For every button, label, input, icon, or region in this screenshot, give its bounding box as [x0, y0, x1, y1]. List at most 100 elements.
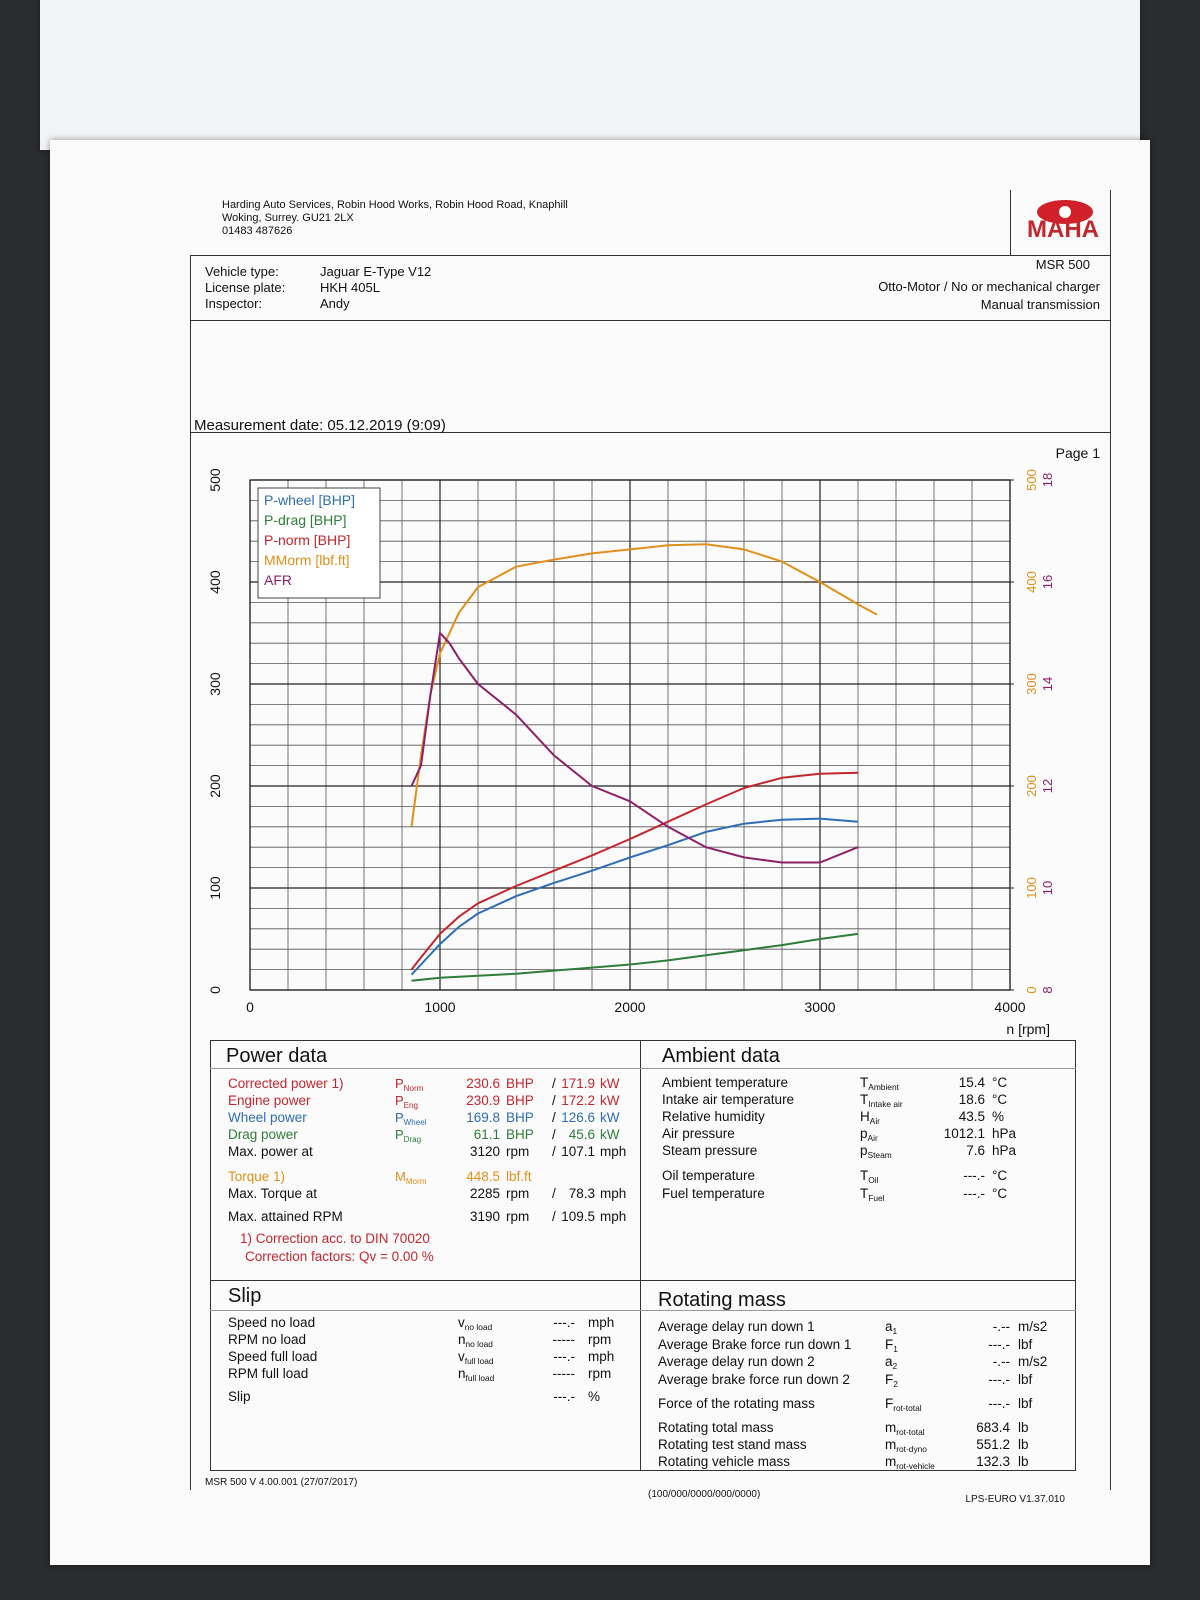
symbol-sub: Intake air — [868, 1098, 903, 1109]
row-label: Max. Torque at — [228, 1186, 318, 1201]
separator: / — [552, 1093, 556, 1108]
row-unit: % — [588, 1389, 601, 1404]
row-value: ---.- — [988, 1396, 1010, 1411]
row-value: 230.6 — [466, 1076, 500, 1091]
footer-text: LPS-EURO V1.37.010 — [965, 1494, 1066, 1505]
row-label: Speed full load — [228, 1349, 318, 1364]
symbol-sub: no load — [465, 1338, 493, 1349]
frame-line — [640, 1040, 641, 1470]
engine-type: Otto-Motor / No or mechanical charger — [878, 279, 1100, 294]
row-label: Steam pressure — [662, 1143, 758, 1158]
row-label: RPM no load — [228, 1332, 307, 1347]
symbol: vno load — [458, 1316, 492, 1331]
row-value: 132.3 — [976, 1454, 1010, 1469]
symbol: nno load — [458, 1333, 493, 1348]
vehicle-label: Vehicle type: — [205, 264, 279, 279]
symbol: TFuel — [860, 1187, 885, 1202]
plot-frame — [249, 479, 1011, 991]
row-unit: °C — [992, 1092, 1008, 1107]
frame-line — [190, 255, 191, 1490]
symbol: nfull load — [458, 1367, 494, 1382]
row-value: 172.2 — [561, 1093, 595, 1108]
symbol-sub: Fuel — [868, 1192, 885, 1203]
symbol: F1 — [885, 1338, 898, 1353]
symbol-sub: Air — [867, 1132, 878, 1143]
frame-line — [210, 1040, 1076, 1041]
row-value: 43.5 — [958, 1109, 985, 1124]
row-label: Force of the rotating mass — [658, 1396, 815, 1411]
row-label: Slip — [228, 1389, 251, 1404]
row-value: 230.9 — [466, 1093, 500, 1108]
symbol-main: T — [860, 1186, 869, 1201]
symbol: MMorm — [395, 1170, 426, 1186]
row-unit: lbf.ft — [506, 1169, 532, 1184]
y3-tick-label: 12 — [1040, 779, 1055, 793]
y3-tick-label: 18 — [1040, 473, 1055, 487]
symbol: TOil — [860, 1169, 878, 1184]
row-value: -.-- — [992, 1354, 1010, 1369]
symbol: vfull load — [458, 1350, 494, 1365]
symbol: mrot-dyno — [885, 1438, 927, 1453]
measurement-date: Measurement date: 05.12.2019 (9:09) — [194, 417, 446, 434]
row-unit: lbf — [1018, 1337, 1033, 1352]
legend-entry: AFR — [264, 572, 292, 588]
y2-tick-label: 500 — [1024, 469, 1039, 491]
row-label: Average delay run down 2 — [658, 1354, 815, 1369]
row-value: -.-- — [992, 1319, 1010, 1334]
address-line: Woking, Surrey. GU21 2LX — [222, 212, 354, 224]
row-unit: mph — [588, 1349, 615, 1364]
symbol-main: n — [458, 1332, 466, 1347]
frame-line — [190, 320, 1110, 321]
frame-line — [210, 1310, 1076, 1311]
row-value: 683.4 — [976, 1420, 1010, 1435]
frame-line — [210, 1068, 1076, 1069]
y2-tick-label: 300 — [1024, 673, 1039, 695]
symbol-main: m — [885, 1420, 897, 1435]
legend-entry: P-norm [BHP] — [264, 532, 350, 548]
symbol-sub: 2 — [892, 1360, 898, 1371]
x-axis-label: n [rpm] — [1006, 1021, 1050, 1037]
separator: / — [552, 1209, 556, 1224]
x-tick-label: 2000 — [614, 999, 645, 1015]
row-value: ----- — [552, 1366, 575, 1381]
row-unit: °C — [992, 1075, 1008, 1090]
row-unit: lbf — [1018, 1396, 1033, 1411]
logo-text: MAHA — [1027, 216, 1099, 243]
symbol-sub: 1 — [893, 1343, 898, 1354]
symbol: PWheel — [395, 1111, 426, 1127]
row-label: Average delay run down 1 — [658, 1319, 815, 1334]
y-tick-label: 200 — [207, 774, 223, 798]
symbol: HAir — [860, 1110, 880, 1125]
row-unit: rpm — [506, 1209, 530, 1224]
y2-tick-label: 100 — [1024, 877, 1039, 899]
y-tick-label: 300 — [207, 672, 223, 696]
symbol: PNorm — [395, 1077, 423, 1093]
row-unit: mph — [588, 1315, 615, 1330]
symbol-sub: Drag — [403, 1134, 422, 1144]
logo-mark — [1037, 200, 1093, 224]
row-label: Max. attained RPM — [228, 1209, 343, 1224]
frame-line — [210, 1280, 1076, 1281]
row-value: ---.- — [963, 1186, 985, 1201]
symbol-main: n — [458, 1366, 466, 1381]
symbol: TAmbient — [860, 1076, 899, 1091]
symbol-main: M — [395, 1169, 406, 1184]
row-unit: % — [992, 1109, 1005, 1124]
symbol-sub: Eng — [403, 1100, 418, 1110]
row-value: ---.- — [553, 1389, 575, 1404]
symbol-main: F — [885, 1337, 894, 1352]
y3-tick-label: 8 — [1040, 986, 1055, 993]
symbol-main: a — [885, 1354, 893, 1369]
row-unit: rpm — [588, 1332, 612, 1347]
vehicle-label: License plate: — [205, 280, 286, 295]
row-label: Speed no load — [228, 1315, 316, 1330]
x-tick-label: 1000 — [424, 999, 455, 1015]
symbol-sub: Wheel — [403, 1117, 427, 1127]
row-value: 171.9 — [561, 1076, 595, 1091]
row-value: ----- — [552, 1332, 575, 1347]
symbol-main: H — [860, 1109, 870, 1124]
chart: 0 1000 2000 3000 4000 0 100 200 300 400 500 0 100 200… — [207, 468, 1055, 1037]
separator: / — [552, 1110, 556, 1125]
section-title: Ambient data — [662, 1045, 780, 1067]
row-unit: hPa — [992, 1126, 1017, 1141]
